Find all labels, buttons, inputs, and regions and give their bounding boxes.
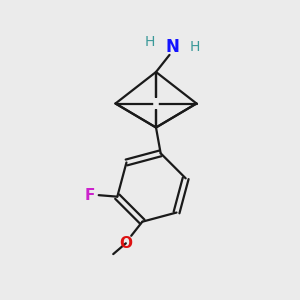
Text: H: H xyxy=(145,35,155,49)
Text: H: H xyxy=(190,40,200,54)
Text: N: N xyxy=(166,38,179,56)
Text: F: F xyxy=(85,188,95,203)
Text: O: O xyxy=(119,236,132,251)
